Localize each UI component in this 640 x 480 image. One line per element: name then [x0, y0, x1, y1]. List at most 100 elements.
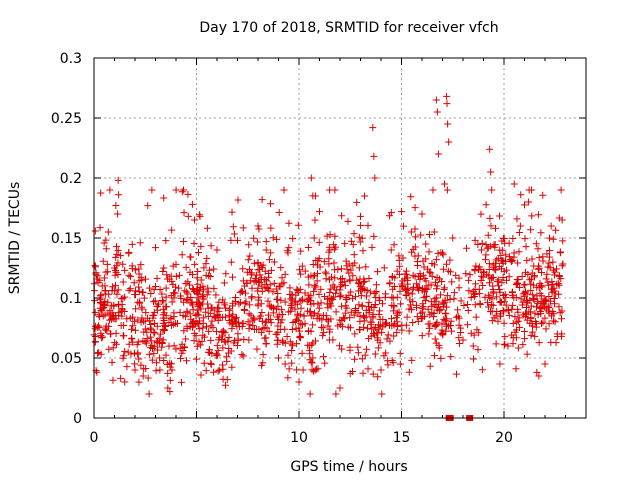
data-point: [304, 273, 312, 281]
data-point: [526, 276, 534, 284]
data-point: [319, 332, 327, 340]
data-point: [409, 285, 417, 293]
data-point: [553, 330, 561, 338]
data-point: [443, 315, 451, 323]
data-point: [274, 302, 282, 310]
data-point: [266, 301, 274, 309]
data-point: [258, 287, 266, 295]
data-point: [154, 300, 162, 308]
data-point: [111, 264, 118, 272]
data-point: [222, 304, 230, 312]
data-point: [205, 346, 213, 354]
data-point: [470, 289, 478, 297]
data-point: [142, 364, 150, 372]
data-point: [514, 305, 522, 313]
data-point: [280, 279, 288, 287]
data-point: [191, 260, 199, 268]
data-point: [311, 281, 319, 289]
data-point: [491, 265, 499, 273]
data-point: [199, 324, 207, 332]
data-point: [520, 328, 528, 336]
data-point: [412, 301, 420, 309]
data-point: [270, 279, 278, 287]
data-point: [114, 210, 122, 218]
data-point: [523, 256, 531, 264]
data-point: [359, 247, 367, 255]
data-point: [371, 301, 379, 309]
data-point: [147, 333, 155, 341]
data-point: [393, 311, 401, 319]
data-point: [555, 290, 563, 298]
data-point: [200, 264, 208, 272]
data-point: [95, 311, 103, 319]
data-point: [297, 334, 305, 342]
x-tick-label: 10: [290, 430, 308, 446]
data-point: [293, 366, 301, 374]
data-point: [386, 212, 394, 220]
data-point: [150, 286, 158, 294]
data-point: [430, 261, 438, 269]
data-point: [107, 302, 115, 310]
data-point: [199, 331, 207, 339]
data-point: [528, 212, 536, 220]
data-point: [97, 334, 105, 342]
data-point: [541, 314, 549, 322]
data-point: [117, 374, 125, 382]
data-point: [396, 360, 404, 368]
data-point: [522, 303, 530, 311]
data-point: [162, 284, 170, 292]
data-point: [389, 294, 397, 302]
data-point: [218, 336, 226, 344]
data-point: [347, 237, 355, 245]
data-point: [433, 108, 441, 116]
data-point: [281, 360, 289, 368]
data-point: [344, 217, 352, 225]
data-point: [489, 286, 497, 294]
data-point: [151, 297, 159, 305]
data-point: [96, 224, 104, 232]
data-point: [190, 337, 198, 345]
data-point: [447, 317, 455, 325]
data-point: [195, 211, 203, 219]
data-point: [138, 288, 146, 296]
data-point: [131, 290, 139, 298]
data-point: [261, 280, 269, 288]
data-point: [186, 281, 194, 289]
data-point: [305, 294, 313, 302]
data-point: [129, 322, 137, 330]
data-point: [515, 314, 523, 322]
data-point: [487, 275, 495, 283]
data-point: [523, 350, 531, 358]
data-point: [364, 365, 372, 373]
data-point: [159, 268, 167, 276]
data-point: [395, 308, 403, 316]
data-point: [131, 266, 139, 274]
data-point: [201, 333, 209, 341]
data-point: [381, 293, 389, 301]
data-point: [361, 286, 369, 294]
data-point: [444, 120, 452, 128]
data-point: [369, 370, 377, 378]
data-point: [105, 322, 113, 330]
data-point: [443, 92, 451, 100]
data-point: [531, 332, 539, 340]
data-point: [102, 268, 110, 276]
data-point: [422, 292, 430, 300]
data-point: [555, 214, 563, 222]
data-point: [221, 301, 229, 309]
y-tick-label: 0.25: [51, 111, 82, 127]
data-point: [238, 351, 246, 359]
data-point: [219, 344, 227, 352]
data-point: [360, 314, 368, 322]
data-point: [498, 246, 506, 254]
data-point: [286, 284, 294, 292]
data-point: [439, 265, 447, 273]
data-point: [360, 278, 368, 286]
data-point: [194, 249, 202, 257]
data-point: [537, 310, 545, 318]
data-point: [288, 342, 296, 350]
data-point: [422, 255, 430, 263]
data-point: [462, 244, 470, 252]
data-point: [152, 359, 160, 367]
